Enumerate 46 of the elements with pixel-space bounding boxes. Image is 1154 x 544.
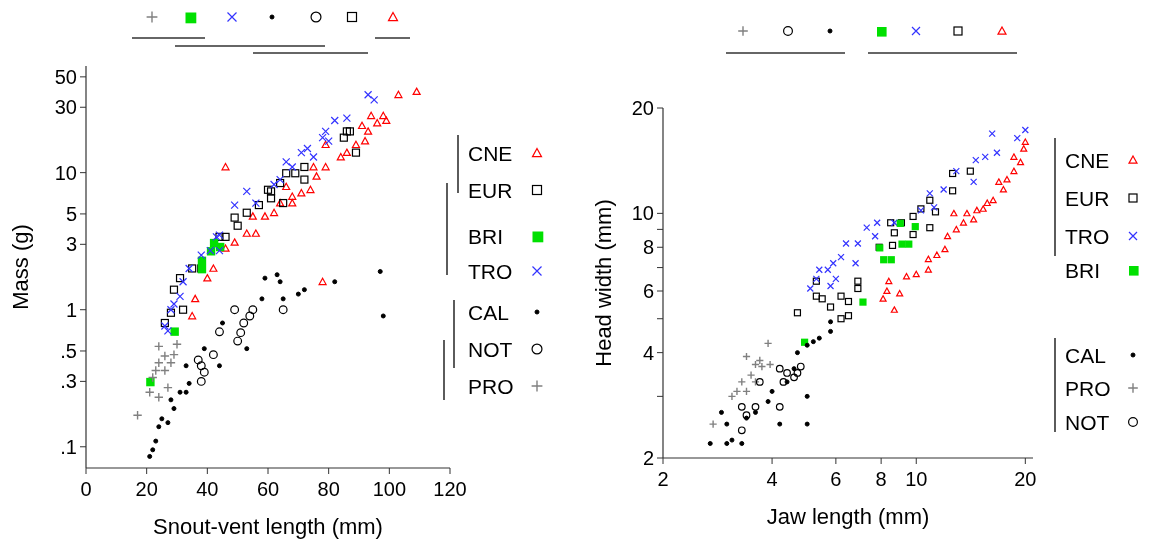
- x-axis-title: Jaw length (mm): [766, 504, 930, 529]
- legend-label: CAL: [1065, 344, 1106, 367]
- x-tick-label: 4: [766, 468, 778, 490]
- legend-label: PRO: [1065, 377, 1111, 400]
- x-tick-label: 6: [830, 468, 842, 490]
- y-tick-label: 5: [65, 202, 77, 225]
- x-tick-label: 40: [196, 478, 219, 500]
- x-tick-label: 20: [1014, 468, 1037, 490]
- y-tick-label: 30: [54, 96, 77, 119]
- legend-label: CNE: [1065, 149, 1110, 172]
- y-tick-label: .1: [60, 435, 77, 458]
- y-tick-label: .3: [60, 370, 77, 393]
- y-tick-label: 4: [642, 341, 654, 364]
- y-tick-label: .5: [60, 339, 77, 362]
- x-tick-label: 10: [905, 468, 928, 490]
- y-tick-label: 50: [54, 65, 77, 88]
- legend-label: NOT: [468, 338, 513, 361]
- x-tick-label: 8: [875, 468, 887, 490]
- legend-label: EUR: [468, 179, 513, 202]
- y-tick-label: 10: [631, 202, 654, 225]
- x-tick-label: 60: [256, 478, 280, 500]
- legend-label: BRI: [1065, 259, 1101, 282]
- legend-label: NOT: [1065, 411, 1110, 434]
- y-tick-label: 8: [642, 236, 654, 259]
- legend-label: TRO: [1065, 225, 1110, 248]
- legend-label: CAL: [468, 301, 509, 324]
- legend-label: CNE: [468, 142, 513, 165]
- y-tick-label: 10: [54, 161, 77, 184]
- x-tick-label: 120: [433, 478, 467, 500]
- legend-label: EUR: [1065, 187, 1110, 210]
- y-tick-label: 6: [642, 280, 654, 303]
- x-axis-title: Snout-vent length (mm): [153, 514, 383, 539]
- legend-label: BRI: [468, 225, 504, 248]
- x-tick-label: 0: [80, 478, 92, 500]
- y-tick-label: 3: [65, 233, 77, 256]
- y-tick-label: 1: [65, 298, 77, 321]
- legend-label: PRO: [468, 375, 514, 398]
- x-tick-label: 2: [657, 468, 669, 490]
- y-tick-label: 20: [631, 97, 654, 119]
- y-axis-title: Head width (mm): [591, 199, 616, 367]
- x-tick-label: 80: [317, 478, 340, 500]
- y-axis-title: Mass (g): [8, 224, 33, 310]
- x-tick-label: 100: [372, 478, 407, 500]
- y-tick-label: 2: [642, 447, 654, 469]
- legend-label: TRO: [468, 260, 513, 283]
- x-tick-label: 20: [135, 478, 158, 500]
